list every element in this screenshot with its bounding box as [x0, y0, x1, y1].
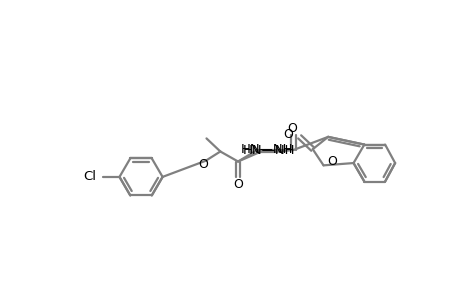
Text: O: O: [198, 158, 208, 171]
Text: O: O: [283, 128, 293, 141]
Text: O: O: [327, 155, 336, 168]
Text: O: O: [286, 122, 296, 135]
Text: O: O: [233, 178, 242, 191]
Text: HN—NH: HN—NH: [240, 143, 292, 157]
Text: HN—NH: HN—NH: [242, 144, 295, 157]
Text: Cl: Cl: [83, 170, 96, 183]
